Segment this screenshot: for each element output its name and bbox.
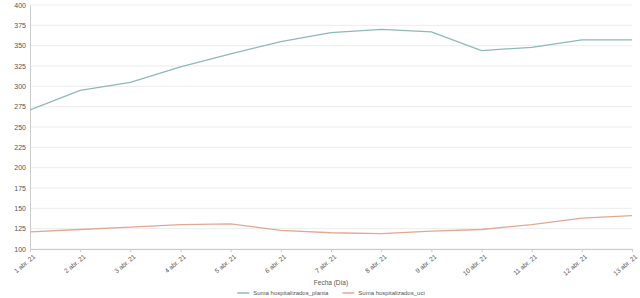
y-tick: 400 [14, 2, 30, 9]
y-tick: 300 [14, 83, 30, 90]
grid-line [30, 66, 632, 67]
x-tick-label: 3 abr. 21 [113, 252, 137, 274]
x-axis: 1 abr. 21 2 abr. 21 3 abr. 21 4 abr. 21 5 ab… [13, 249, 639, 277]
x-tick-mark [30, 249, 31, 252]
chart: 1001251501752002252502753003253503754001… [0, 0, 640, 298]
y-tick: 200 [14, 164, 30, 171]
y-tick-label: 125 [14, 225, 26, 232]
y-tick-label: 400 [14, 2, 26, 9]
y-tick-label: 325 [14, 63, 26, 70]
y-axis-line [30, 6, 31, 250]
x-tick: 3 abr. 21 [113, 249, 137, 274]
x-tick: 7 abr. 21 [314, 249, 338, 274]
y-tick-label: 175 [14, 185, 26, 192]
y-tick: 275 [14, 103, 30, 110]
y-axis: 100 125 150 175 200 225 250 275 300 325 350 375 400 [14, 2, 30, 253]
grid [30, 5, 632, 249]
grid-line [30, 25, 632, 26]
y-tick-label: 275 [14, 103, 26, 110]
legend-swatch [342, 292, 354, 294]
y-tick: 375 [14, 22, 30, 29]
x-tick-mark [281, 249, 282, 252]
grid-line [30, 147, 632, 148]
y-tick: 225 [14, 144, 30, 151]
x-tick-mark [130, 249, 131, 252]
y-tick-label: 150 [14, 205, 26, 212]
x-tick: 10 abr. 21 [461, 249, 488, 277]
y-tick: 150 [14, 205, 30, 212]
x-tick-label: 1 abr. 21 [13, 252, 37, 274]
y-tick-label: 375 [14, 22, 26, 29]
x-tick-mark [632, 249, 633, 252]
x-tick-mark [582, 249, 583, 252]
legend-swatch [237, 292, 249, 294]
grid-line [30, 228, 632, 229]
x-tick-mark [381, 249, 382, 252]
grid-line [30, 5, 632, 6]
x-axis-line [31, 250, 633, 253]
x-tick-label: 7 abr. 21 [314, 252, 338, 274]
x-tick-label: 8 abr. 21 [364, 252, 388, 274]
y-tick-label: 300 [14, 83, 26, 90]
x-tick-mark [431, 249, 432, 252]
x-axis-title: Fecha (Día) [314, 279, 348, 287]
legend-item: Suma hospitalizados_uci [342, 290, 424, 296]
y-tick: 250 [14, 124, 30, 131]
y-tick: 350 [14, 42, 30, 49]
x-tick: 5 abr. 21 [213, 249, 237, 274]
x-tick: 6 abr. 21 [263, 249, 287, 274]
legend-label: Suma hospitalizados_planta [253, 290, 329, 296]
legend: Suma hospitalizados_planta Suma hospitali… [237, 290, 424, 296]
x-tick-label: 13 abr. 21 [612, 252, 639, 276]
legend-item: Suma hospitalizados_planta [237, 290, 329, 296]
x-tick-label: 2 abr. 21 [63, 252, 87, 274]
x-tick: 8 abr. 21 [364, 249, 388, 274]
x-tick-label: 10 abr. 21 [461, 252, 488, 276]
y-tick: 100 [14, 246, 30, 253]
x-tick: 12 abr. 21 [562, 249, 589, 277]
plot: 1001251501752002252502753003253503754001… [13, 2, 639, 277]
x-tick-label: 11 abr. 21 [512, 252, 539, 276]
y-tick-label: 100 [14, 246, 26, 253]
y-tick-label: 250 [14, 124, 26, 131]
x-tick: 13 abr. 21 [612, 249, 639, 277]
x-tick: 11 abr. 21 [512, 249, 539, 276]
x-tick: 1 abr. 21 [13, 249, 37, 274]
y-tick-label: 350 [14, 42, 26, 49]
y-tick-label: 225 [14, 144, 26, 151]
x-tick-mark [331, 249, 332, 252]
grid-line [30, 208, 632, 209]
grid-line [30, 86, 632, 87]
x-tick-mark [532, 249, 533, 252]
x-tick: 4 abr. 21 [163, 249, 187, 274]
x-tick-mark [231, 249, 232, 252]
series-line [30, 29, 632, 110]
y-tick: 175 [14, 185, 30, 192]
y-tick: 125 [14, 225, 30, 232]
x-tick-label: 5 abr. 21 [213, 252, 237, 274]
grid-line [30, 127, 632, 128]
x-tick-mark [181, 249, 182, 252]
x-tick-label: 9 abr. 21 [414, 252, 438, 274]
y-tick: 325 [14, 63, 30, 70]
y-tick-label: 200 [14, 164, 26, 171]
grid-line [30, 106, 632, 107]
x-tick-label: 6 abr. 21 [263, 252, 287, 274]
series-group [30, 29, 632, 233]
grid-line [30, 167, 632, 168]
x-tick-label: 4 abr. 21 [163, 252, 187, 274]
x-tick: 9 abr. 21 [414, 249, 438, 274]
series-line [30, 216, 632, 234]
x-tick-label: 12 abr. 21 [562, 252, 589, 276]
x-tick-mark [482, 249, 483, 252]
grid-line [30, 188, 632, 189]
x-tick-mark [80, 249, 81, 252]
x-tick: 2 abr. 21 [63, 249, 87, 274]
legend-label: Suma hospitalizados_uci [358, 290, 424, 296]
